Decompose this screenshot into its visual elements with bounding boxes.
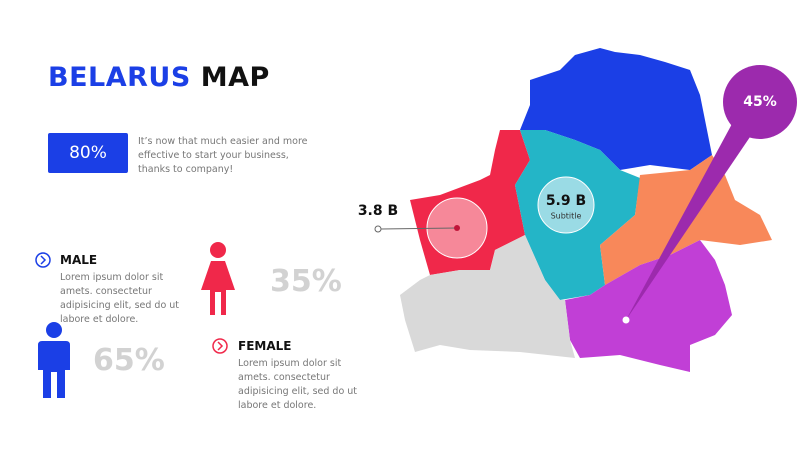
- central-bubble: [537, 176, 595, 234]
- title-highlight: BELARUS: [48, 62, 191, 93]
- male-bullet: [35, 252, 51, 268]
- stat-text: It’s now that much easier and more effec…: [138, 136, 308, 175]
- female-text: Lorem ipsum dolor sit amets. consectetur…: [238, 358, 358, 411]
- region-north: [520, 48, 712, 170]
- female-bullet-arrow: [217, 341, 224, 351]
- female-icon: [201, 242, 235, 315]
- male-label: MALE: [60, 253, 98, 267]
- pin-tail: [626, 122, 752, 320]
- west-leader: [377, 227, 458, 230]
- female-label: FEMALE: [238, 339, 292, 353]
- male-text: Lorem ipsum dolor sit amets. consectetur…: [60, 272, 180, 325]
- pin-head: [723, 65, 797, 139]
- male-icon: [38, 322, 70, 398]
- southeast-value: 45%: [743, 94, 777, 110]
- central-subtitle: Subtitle: [551, 212, 582, 221]
- female-percent: 35%: [270, 264, 342, 299]
- title: BELARUS MAP: [48, 62, 270, 93]
- title-rest: MAP: [200, 62, 270, 93]
- region-southwest: [400, 235, 575, 358]
- female-bullet: [212, 338, 228, 354]
- male-percent: 65%: [93, 343, 165, 378]
- central-value: 5.9 B: [546, 193, 586, 209]
- region-southeast: [565, 240, 732, 372]
- west-value: 3.8 B: [358, 203, 398, 219]
- west-leader-end: [374, 225, 382, 233]
- west-dot: [454, 225, 460, 231]
- pin-dot: [622, 316, 630, 324]
- male-bullet-arrow: [40, 255, 47, 265]
- stat-box: 80%: [48, 133, 128, 173]
